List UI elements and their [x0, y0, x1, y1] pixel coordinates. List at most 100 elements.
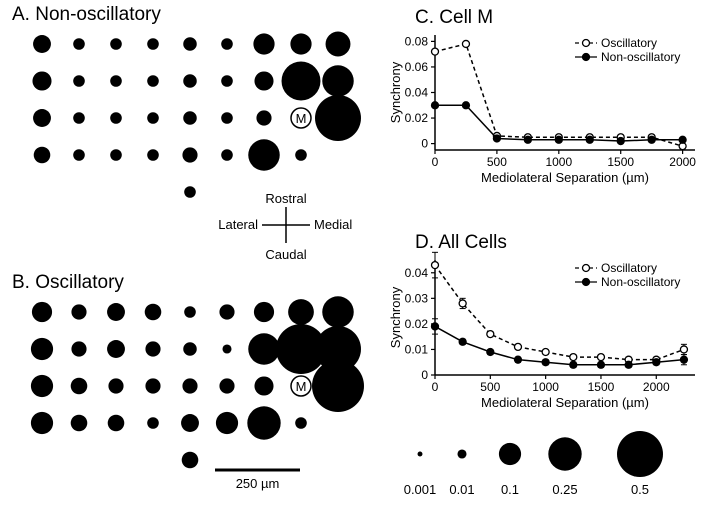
y-tick-label: 0.06: [405, 60, 429, 74]
dot-A: [110, 149, 122, 161]
series-marker-nonosc: [570, 361, 577, 368]
series-marker-nonosc: [555, 136, 562, 143]
series-marker-osc: [432, 262, 439, 269]
dot-A: [221, 149, 233, 161]
dot-B: [322, 296, 354, 328]
dot-B: [71, 341, 86, 356]
legend-marker: [583, 54, 590, 61]
size-legend-dot: [548, 437, 581, 470]
y-tick-label: 0.02: [405, 111, 429, 125]
series-marker-nonosc: [586, 136, 593, 143]
dot-B: [32, 302, 52, 322]
legend-marker: [583, 265, 590, 272]
x-axis-label: Mediolateral Separation (µm): [481, 395, 649, 410]
series-marker-nonosc: [542, 359, 549, 366]
x-tick-label: 1000: [532, 380, 559, 394]
dot-A: [183, 37, 197, 51]
dot-A: [295, 149, 307, 161]
x-tick-label: 0: [432, 380, 439, 394]
x-tick-label: 500: [480, 380, 500, 394]
dot-A: [290, 33, 311, 54]
scalebar-label: 250 µm: [236, 476, 280, 491]
dot-A: [282, 62, 321, 101]
dot-A: [147, 75, 159, 87]
dot-A: [147, 38, 159, 50]
panel-title-A: A. Non-oscillatory: [12, 4, 161, 25]
m-label-B: M: [296, 379, 307, 394]
dot-B: [182, 378, 197, 393]
x-tick-label: 2000: [643, 380, 670, 394]
series-marker-nonosc: [617, 138, 624, 145]
legend-marker: [583, 279, 590, 286]
dot-A: [326, 32, 351, 57]
x-tick-label: 2000: [669, 155, 696, 169]
dot-B: [181, 414, 199, 432]
dot-B: [145, 341, 160, 356]
series-marker-osc: [459, 300, 466, 307]
dot-B: [219, 304, 234, 319]
dot-A: [33, 109, 51, 127]
dot-B: [247, 406, 280, 439]
series-marker-nonosc: [487, 349, 494, 356]
legend-label: Non-oscillatory: [601, 50, 680, 64]
dot-A: [253, 33, 274, 54]
figure-root: A. Non-oscillatoryMB. OscillatoryMRostra…: [0, 0, 720, 505]
x-tick-label: 0: [432, 155, 439, 169]
dot-A: [34, 147, 51, 164]
panel-title-D: D. All Cells: [415, 232, 507, 253]
dot-B: [71, 415, 88, 432]
size-legend-dot: [499, 443, 521, 465]
dot-B: [182, 452, 199, 469]
series-marker-nonosc: [514, 356, 521, 363]
dot-A: [147, 112, 159, 124]
legend-marker: [583, 40, 590, 47]
dot-B: [31, 338, 53, 360]
dot-A: [221, 38, 233, 50]
y-tick-label: 0.04: [405, 86, 429, 100]
y-tick-label: 0: [421, 137, 428, 151]
dot-B: [145, 304, 162, 321]
dot-B: [107, 303, 125, 321]
y-tick-label: 0: [421, 368, 428, 382]
series-marker-nonosc: [625, 361, 632, 368]
dot-B: [108, 378, 123, 393]
dot-B: [295, 417, 307, 429]
dot-A: [73, 38, 85, 50]
dot-A: [315, 95, 361, 141]
dot-B: [288, 299, 314, 325]
dot-B: [147, 417, 159, 429]
dot-A: [32, 71, 51, 90]
dot-A: [110, 38, 122, 50]
dot-B: [222, 344, 231, 353]
dot-A: [221, 112, 233, 124]
dot-B: [183, 342, 197, 356]
dot-B: [108, 415, 125, 432]
dot-A: [248, 139, 280, 171]
size-legend-dot: [418, 452, 423, 457]
legend-label: Oscillatory: [601, 36, 657, 50]
x-tick-label: 500: [487, 155, 507, 169]
dot-B: [145, 378, 160, 393]
series-marker-nonosc: [653, 359, 660, 366]
series-marker-osc: [514, 343, 521, 350]
y-tick-label: 0.01: [405, 342, 429, 356]
dot-A: [33, 35, 51, 53]
dot-B: [31, 375, 53, 397]
panel-title-B: B. Oscillatory: [12, 272, 124, 293]
size-legend-dot: [617, 431, 663, 477]
size-legend-dot: [457, 449, 466, 458]
x-axis-label: Mediolateral Separation (µm): [481, 170, 649, 185]
legend-label: Oscillatory: [601, 261, 657, 275]
dot-B: [248, 333, 280, 365]
dot-B: [71, 304, 86, 319]
dot-B: [107, 340, 125, 358]
series-marker-osc: [570, 354, 577, 361]
dot-A: [183, 111, 197, 125]
series-marker-nonosc: [493, 135, 500, 142]
dot-A: [221, 75, 233, 87]
x-tick-label: 1500: [607, 155, 634, 169]
dot-A: [147, 149, 159, 161]
dot-B: [254, 302, 274, 322]
dot-A: [256, 110, 271, 125]
series-marker-nonosc: [432, 102, 439, 109]
